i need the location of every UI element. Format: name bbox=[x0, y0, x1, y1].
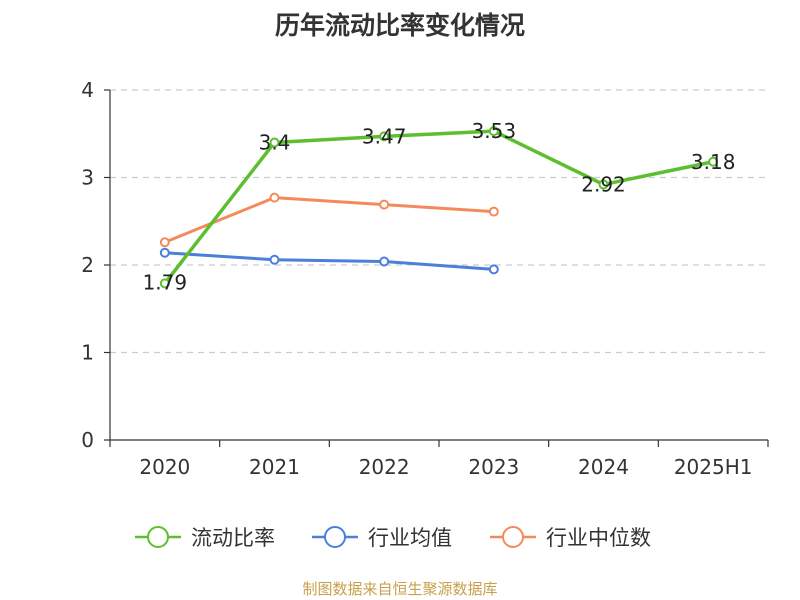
legend: 流动比率 行业均值 行业中位数 bbox=[135, 526, 651, 550]
data-point bbox=[379, 199, 390, 210]
data-point bbox=[488, 264, 499, 275]
grid-lines bbox=[110, 89, 768, 354]
y-tick-label: 3 bbox=[81, 166, 94, 190]
axes: 0 1 2 3 4 2020 2021 2022 2023 2024 2025H1 bbox=[81, 78, 769, 479]
data-point bbox=[488, 206, 499, 217]
x-tick-label-2022: 2022 bbox=[359, 455, 410, 479]
data-point bbox=[269, 254, 280, 265]
data-label-2024: 2.92 bbox=[581, 173, 626, 197]
y-tick-label: 1 bbox=[81, 341, 94, 365]
legend-marker-流动比率 bbox=[147, 526, 169, 548]
series-line-流动比率 bbox=[163, 129, 714, 285]
data-label-2020: 1.79 bbox=[143, 270, 188, 294]
data-point bbox=[488, 126, 499, 137]
data-labels: 1.79 3.4 3.47 3.53 2.92 3.18 bbox=[143, 119, 736, 294]
legend-label-行业中位数: 行业中位数 bbox=[546, 526, 651, 550]
legend-label-流动比率: 流动比率 bbox=[191, 526, 275, 550]
y-tick-label: 2 bbox=[81, 253, 94, 277]
data-point bbox=[269, 137, 280, 148]
legend-marker-行业均值 bbox=[324, 526, 346, 548]
series-line-行业中位数 bbox=[164, 196, 494, 244]
y-tick-label: 4 bbox=[81, 78, 94, 102]
data-point bbox=[379, 131, 390, 142]
y-tick-label: 0 bbox=[81, 428, 94, 452]
data-label-2025H1: 3.18 bbox=[691, 150, 736, 174]
legend-label-行业均值: 行业均值 bbox=[368, 526, 452, 550]
x-tick-label-2023: 2023 bbox=[468, 455, 519, 479]
data-label-2021: 3.4 bbox=[259, 131, 291, 155]
x-tick-label-2025H1: 2025H1 bbox=[674, 455, 753, 479]
legend-marker-行业中位数 bbox=[502, 526, 524, 548]
data-point bbox=[159, 278, 170, 289]
data-label-2022: 3.47 bbox=[362, 124, 407, 148]
series-group bbox=[159, 126, 719, 289]
data-point bbox=[708, 156, 719, 167]
x-tick-label-2021: 2021 bbox=[249, 455, 300, 479]
data-point bbox=[269, 192, 280, 203]
data-point bbox=[379, 256, 390, 267]
data-label-2023: 3.53 bbox=[472, 119, 517, 143]
x-tick-label-2020: 2020 bbox=[139, 455, 190, 479]
chart-title: 历年流动比率变化情况 bbox=[274, 11, 525, 40]
x-tick-label-2024: 2024 bbox=[578, 455, 629, 479]
data-point bbox=[598, 179, 609, 190]
data-point bbox=[159, 247, 170, 258]
data-point bbox=[159, 237, 170, 248]
series-line-行业均值 bbox=[164, 251, 494, 271]
source-note: 制图数据来自恒生聚源数据库 bbox=[302, 580, 498, 598]
